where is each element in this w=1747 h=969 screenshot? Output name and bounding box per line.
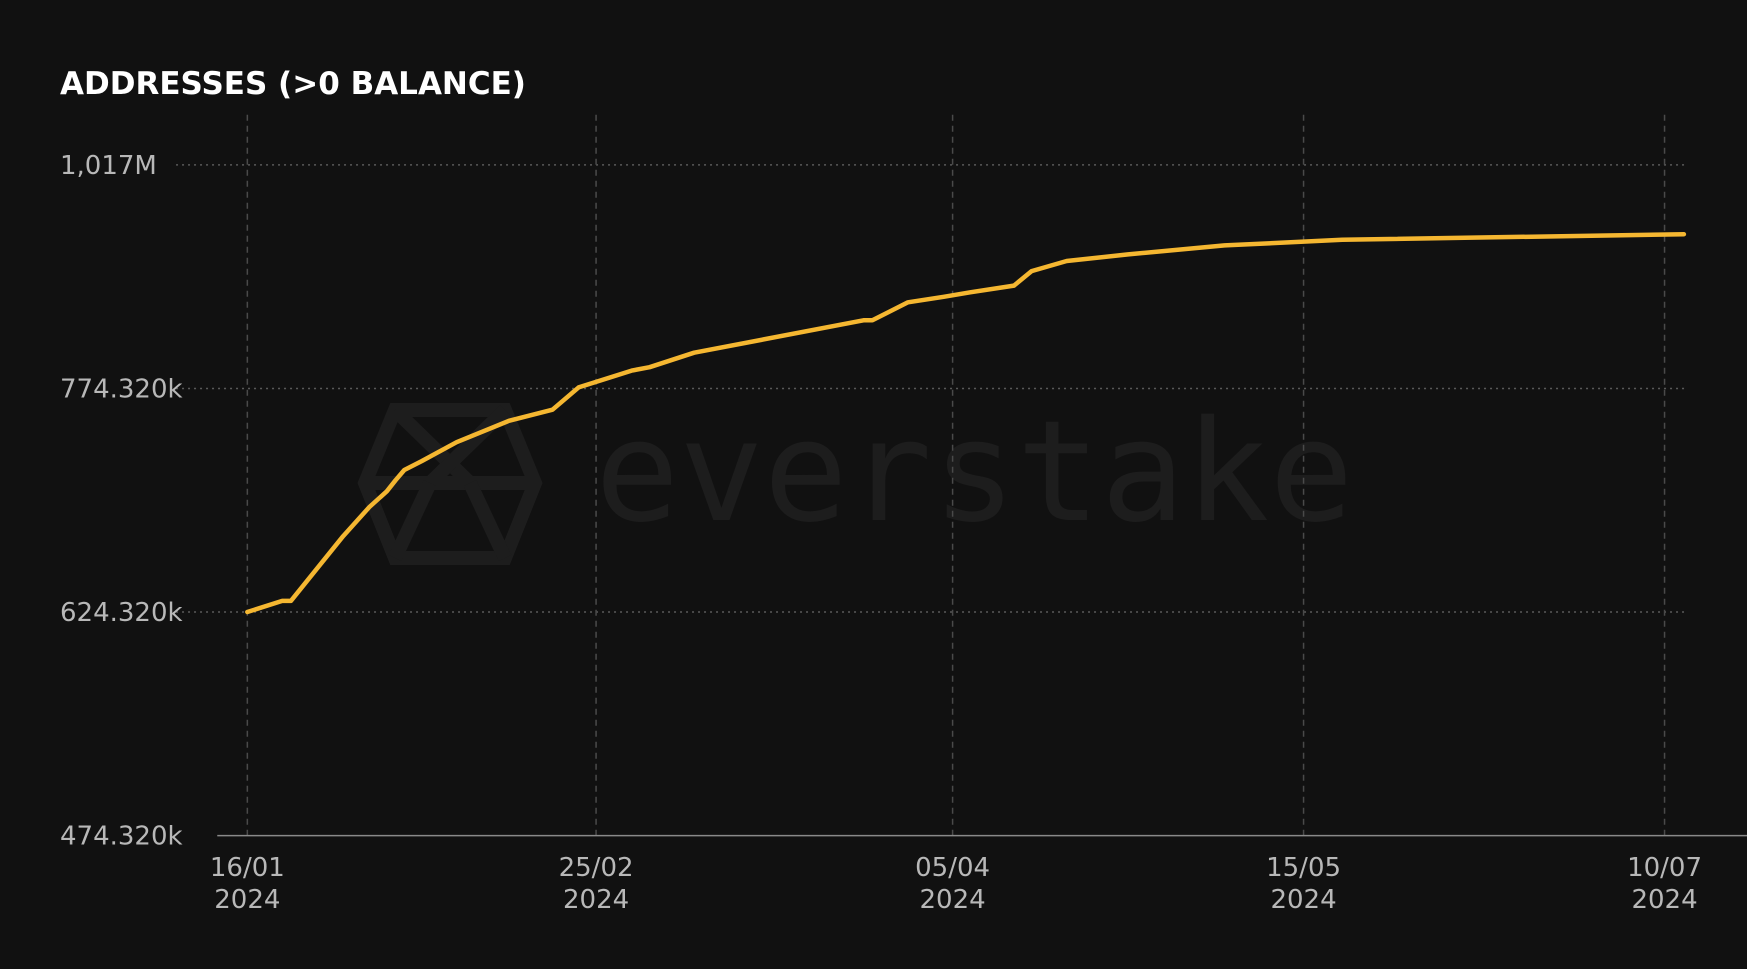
x-tick-label: 2024 bbox=[1270, 885, 1336, 915]
y-tick-label: 1,017M bbox=[60, 151, 157, 181]
x-tick-label: 2024 bbox=[214, 885, 280, 915]
x-tick-label: 05/04 bbox=[915, 853, 990, 883]
x-tick-label: 2024 bbox=[920, 885, 986, 915]
chart-title: ADDRESSES (>0 BALANCE) bbox=[60, 66, 526, 102]
x-tick-label: 25/02 bbox=[559, 853, 634, 883]
x-tick-label: 16/01 bbox=[210, 853, 285, 883]
x-tick-label: 15/05 bbox=[1266, 853, 1341, 883]
data-line bbox=[245, 231, 1687, 615]
watermark: everstake bbox=[595, 391, 1354, 554]
y-tick-label: 474.320k bbox=[60, 822, 183, 852]
x-tick-label: 2024 bbox=[1631, 885, 1697, 915]
x-tick-label: 10/07 bbox=[1627, 853, 1702, 883]
x-tick-label: 2024 bbox=[563, 885, 629, 915]
y-tick-label: 624.320k bbox=[60, 598, 183, 628]
y-tick-label: 774.320k bbox=[60, 374, 183, 404]
